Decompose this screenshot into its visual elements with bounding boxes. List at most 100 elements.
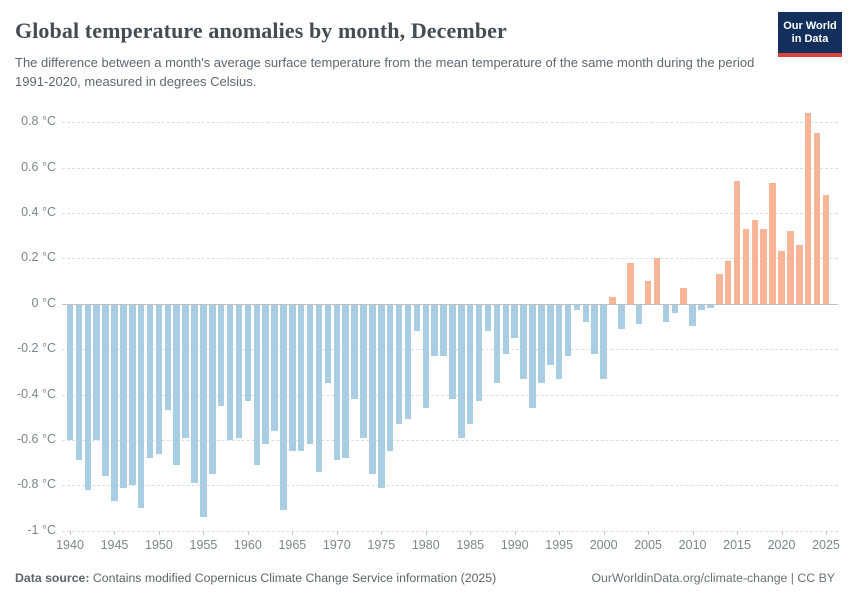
bar-2003[interactable] bbox=[627, 262, 634, 304]
bar-2010[interactable] bbox=[689, 303, 696, 327]
bar-2002[interactable] bbox=[618, 303, 625, 329]
bar-1948[interactable] bbox=[137, 303, 145, 508]
bar-2022[interactable] bbox=[796, 244, 803, 304]
bar-1988[interactable] bbox=[493, 303, 501, 384]
x-tick-mark bbox=[559, 531, 561, 535]
bar-1942[interactable] bbox=[84, 303, 92, 490]
bar-1956[interactable] bbox=[209, 303, 216, 474]
bar-1953[interactable] bbox=[182, 303, 189, 438]
bar-1971[interactable] bbox=[342, 303, 349, 459]
bar-1976[interactable] bbox=[386, 303, 394, 452]
bar-1975[interactable] bbox=[378, 303, 385, 488]
bar-1969[interactable] bbox=[324, 303, 332, 384]
owid-logo-line1: Our World bbox=[783, 19, 837, 32]
bar-1998[interactable] bbox=[582, 303, 590, 322]
bar-1992[interactable] bbox=[529, 303, 536, 409]
bar-2016[interactable] bbox=[742, 228, 750, 304]
bar-1989[interactable] bbox=[502, 303, 510, 354]
x-axis-label-2010: 2010 bbox=[678, 538, 707, 552]
bar-2021[interactable] bbox=[787, 231, 794, 304]
bar-2000[interactable] bbox=[600, 303, 607, 379]
bar-2018[interactable] bbox=[760, 228, 767, 304]
bar-1959[interactable] bbox=[235, 303, 243, 438]
bar-2025[interactable] bbox=[822, 194, 830, 304]
bar-2017[interactable] bbox=[751, 219, 759, 304]
bar-1970[interactable] bbox=[333, 303, 341, 461]
bar-1952[interactable] bbox=[173, 303, 180, 465]
bar-2006[interactable] bbox=[653, 258, 661, 304]
gridline-0.8°C bbox=[62, 122, 838, 124]
bar-1994[interactable] bbox=[547, 303, 554, 365]
owid-logo-line2: in Data bbox=[791, 32, 829, 45]
bar-2023[interactable] bbox=[804, 113, 812, 304]
bar-2004[interactable] bbox=[635, 303, 643, 325]
bar-1993[interactable] bbox=[538, 303, 545, 384]
bar-1984[interactable] bbox=[458, 303, 465, 438]
bar-1977[interactable] bbox=[395, 303, 403, 424]
bar-1987[interactable] bbox=[484, 303, 492, 331]
bar-1996[interactable] bbox=[564, 303, 572, 356]
bar-1999[interactable] bbox=[591, 303, 598, 354]
bar-1966[interactable] bbox=[297, 303, 305, 452]
bar-1963[interactable] bbox=[271, 303, 278, 431]
bar-1980[interactable] bbox=[422, 303, 429, 409]
x-axis-label-1945: 1945 bbox=[100, 538, 129, 552]
x-tick-mark bbox=[425, 531, 427, 535]
bar-1985[interactable] bbox=[466, 303, 474, 424]
bar-1961[interactable] bbox=[253, 303, 261, 465]
bar-1960[interactable] bbox=[244, 303, 252, 402]
bar-2014[interactable] bbox=[724, 260, 732, 304]
bar-1982[interactable] bbox=[440, 303, 447, 356]
x-tick-mark bbox=[825, 531, 827, 535]
bar-1944[interactable] bbox=[102, 303, 109, 477]
bar-1947[interactable] bbox=[129, 303, 136, 486]
bar-2013[interactable] bbox=[716, 274, 723, 304]
bar-1979[interactable] bbox=[413, 303, 421, 331]
bar-2007[interactable] bbox=[662, 303, 670, 322]
bar-1965[interactable] bbox=[289, 303, 296, 452]
bar-2009[interactable] bbox=[680, 287, 687, 304]
bar-1958[interactable] bbox=[226, 303, 234, 440]
bar-1991[interactable] bbox=[520, 303, 527, 379]
x-tick-mark bbox=[247, 531, 249, 535]
bar-2012[interactable] bbox=[707, 303, 714, 309]
x-axis-label-2015: 2015 bbox=[723, 538, 751, 552]
bar-2024[interactable] bbox=[813, 133, 821, 304]
bar-2005[interactable] bbox=[644, 281, 652, 304]
bar-1941[interactable] bbox=[75, 303, 83, 461]
bar-1951[interactable] bbox=[164, 303, 172, 411]
bar-2015[interactable] bbox=[733, 181, 741, 304]
data-source-label: Data source: bbox=[15, 571, 90, 585]
gridline-0.6°C bbox=[62, 167, 838, 169]
bar-1945[interactable] bbox=[111, 303, 118, 502]
bar-1943[interactable] bbox=[93, 303, 100, 440]
bar-1962[interactable] bbox=[262, 303, 269, 445]
bar-2001[interactable] bbox=[609, 296, 616, 304]
y-axis-label: -0.6 °C bbox=[16, 431, 56, 446]
bar-1978[interactable] bbox=[404, 303, 412, 420]
bar-1957[interactable] bbox=[217, 303, 225, 406]
bar-1946[interactable] bbox=[120, 303, 127, 488]
bar-1955[interactable] bbox=[200, 303, 207, 518]
chart-footer: Data source: Contains modified Copernicu… bbox=[15, 571, 835, 585]
bar-1983[interactable] bbox=[449, 303, 456, 400]
bar-2011[interactable] bbox=[698, 303, 705, 311]
bar-2019[interactable] bbox=[769, 183, 776, 304]
bar-2008[interactable] bbox=[671, 303, 679, 313]
bar-2020[interactable] bbox=[778, 251, 785, 304]
bar-1974[interactable] bbox=[369, 303, 376, 474]
bar-1940[interactable] bbox=[66, 303, 74, 440]
bar-1997[interactable] bbox=[573, 303, 581, 311]
bar-1949[interactable] bbox=[146, 303, 154, 459]
bar-1973[interactable] bbox=[360, 303, 367, 438]
bar-1981[interactable] bbox=[431, 303, 438, 356]
bar-1990[interactable] bbox=[511, 303, 518, 338]
bar-1995[interactable] bbox=[555, 303, 563, 379]
bar-1968[interactable] bbox=[315, 303, 323, 472]
bar-1967[interactable] bbox=[306, 303, 314, 445]
bar-1954[interactable] bbox=[191, 303, 198, 484]
bar-1986[interactable] bbox=[475, 303, 483, 402]
bar-1964[interactable] bbox=[280, 303, 287, 511]
bar-1950[interactable] bbox=[155, 303, 163, 454]
bar-1972[interactable] bbox=[351, 303, 358, 400]
